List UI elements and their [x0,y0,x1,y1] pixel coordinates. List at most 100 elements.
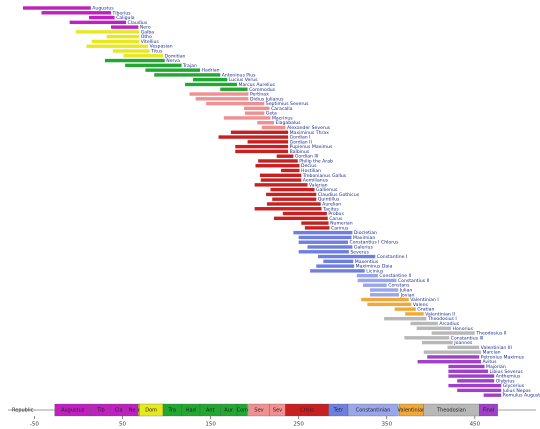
emperor-name: Glycerius [503,383,525,389]
emperor-name: Romulus Augustus [503,393,540,399]
emperor-name: Gordian II [290,139,312,145]
reign-bar [304,226,330,230]
emperor-name: Commodus [249,87,276,93]
emperor-name: Julian [399,288,413,294]
reign-bar [457,388,502,393]
period-label: Tetr [333,408,344,414]
reign-bar [154,73,221,77]
reign-bar [185,82,238,87]
emperor-name: Elagabalus [276,120,302,126]
reign-bar [254,207,322,211]
emperor-name: Carus [329,216,343,222]
period-label: Tra [168,408,176,414]
emperor-name: Anthemius [496,374,521,380]
reign-bar [431,331,475,335]
emperor-name: Diocletian [354,230,377,236]
reign-bar [91,39,140,44]
reign-bar [448,383,502,388]
emperor-name: Hadrian [202,68,220,74]
emperor-name: Vitellius [141,39,160,45]
reign-bar [111,25,139,29]
reign-bar [427,355,480,359]
emperor-name: Constans [388,283,410,289]
period-label: Com [237,408,249,414]
emperor-name: Pupienus Maximus [290,144,333,150]
reign-bar [230,130,289,134]
reign-bar [448,374,495,378]
emperor-name: Olybrius [496,378,516,384]
reign-bar [323,259,354,264]
reign-bar [41,11,112,15]
emperor-name: Hostilian [301,168,321,174]
period-label: Constantinian [356,408,391,414]
emperor-name: Maximinus Daia [356,264,393,270]
reign-bar [298,235,352,240]
period-label: Ne [129,408,136,414]
reign-bar [370,293,400,297]
period-label: Y [136,408,141,414]
emperor-name: Julius Nepos [502,388,532,394]
emperor-name: Septimius Severus [266,101,309,107]
emperor-name: Macrinus [272,115,293,121]
emperor-name: Numerian [330,221,353,227]
reign-bar [270,187,315,192]
emperor-name: Majorian [486,364,506,370]
period-label: Augustus [61,408,85,414]
reign-bar [417,360,481,364]
emperor-name: Tacitus [322,206,339,212]
emperor-name: Claudius [128,20,148,26]
emperor-name: Augustus [92,6,114,12]
emperor-name: Gratian [417,307,434,313]
reign-bar [244,111,265,115]
emperor-name: Arcadius [439,321,459,327]
reign-bar [218,135,289,139]
emperor-name: Probus [328,211,344,217]
reign-bar [448,364,485,369]
emperor-name: Claudius Gothicus [318,192,360,198]
emperor-name: Maximian [353,235,375,241]
reign-bar [112,49,150,53]
reign-bar [195,97,249,101]
period-label: Ant [206,408,215,414]
period-label: Had [186,408,196,414]
reign-bar [86,44,149,48]
emperor-name: Caligula [116,15,135,21]
reign-bar [370,288,399,292]
period-label: Final [483,408,495,414]
emperor-name: Constantius II [398,278,429,284]
reign-bar [247,140,289,144]
reign-bar [367,302,412,307]
reign-bar [404,336,450,340]
emperor-name: Alexander Severus [287,125,331,131]
emperor-name: Didius Julianus [250,96,284,102]
emperor-name: Marcian [482,350,500,356]
emperor-name: Philip the Arab [299,158,333,164]
reign-bar [257,121,274,125]
reign-bar [104,58,165,63]
emperor-name: Valentinian II [425,311,455,317]
reign-bar [298,240,348,244]
reign-bar [276,154,294,158]
emperor-name: Maxentius [355,259,379,265]
emperor-name: Pertinax [250,92,269,98]
reign-bar [405,312,424,316]
emperor-name: Gordian III [295,154,319,160]
reign-bar [220,87,248,91]
reign-bar [206,101,265,106]
emperor-name: Jovian [400,292,415,298]
x-tick-label: 350 [381,422,392,428]
emperor-name: Valentinian I [410,297,438,303]
reign-bar [254,183,308,187]
emperor-name: Petronius Maximus [481,354,525,360]
emperor-name: Galerius [354,245,374,251]
reign-bar [189,92,249,96]
emperor-name: Nero [140,25,151,31]
reign-bar [192,78,228,82]
emperor-name: Severus [350,249,369,255]
x-tick-label: 150 [205,422,216,428]
reign-bar [106,34,140,39]
emperor-name: Trajan [182,63,197,69]
reign-bar [89,15,115,20]
emperor-name: Constantius III [451,335,484,341]
emperor-name: Quintillus [318,197,340,203]
